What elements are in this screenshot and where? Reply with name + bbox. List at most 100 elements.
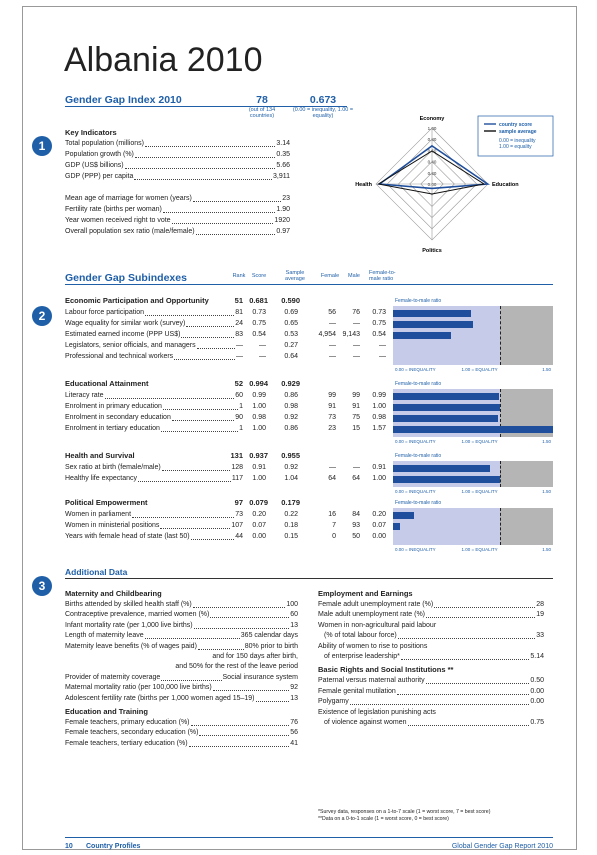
label: Female adult unemployment rate (%): [318, 601, 434, 608]
label: GDP (US$ billions): [65, 162, 124, 169]
cell: 0.75: [252, 320, 266, 327]
indicator-row: Sex ratio at birth (female/male) 128: [65, 463, 243, 473]
leader-dots: [171, 420, 235, 421]
legend-label: sample average: [499, 129, 537, 135]
cell: 84: [352, 511, 360, 518]
leader-dots: [181, 337, 235, 338]
cell: 0.00: [372, 533, 386, 540]
leader-dots: [124, 168, 276, 169]
ratio-panel: [393, 389, 553, 437]
label: Maternal mortality ratio (per 100,000 li…: [65, 684, 212, 692]
indicator-row: GDP (US$ billions) 5.66: [65, 161, 290, 171]
group-rank: 97: [234, 498, 243, 507]
cell: —: [329, 320, 336, 327]
value: —: [236, 353, 243, 360]
indicator-row: Wage equality for similar work (survey) 2…: [65, 319, 243, 329]
leader-dots: [396, 693, 530, 695]
leader-dots: [210, 617, 290, 619]
scale-label: 1.00 = EQUALITY: [461, 439, 498, 444]
label: Female genital mutilation: [318, 687, 396, 695]
additional-title: Additional Data: [65, 567, 128, 577]
label: Male adult unemployment rate (%): [318, 611, 425, 619]
cell: 0.15: [284, 533, 298, 540]
scale-label: 1.50: [542, 367, 551, 372]
cell: 1.00: [252, 425, 266, 432]
value: 100: [286, 601, 298, 608]
group-row: Economic Participation and Opportunity 51: [65, 296, 243, 306]
leader-dots: [145, 315, 235, 316]
cell: —: [353, 353, 360, 360]
label: Overall population sex ratio (male/femal…: [65, 228, 195, 235]
ratio-bar: [393, 475, 500, 483]
leader-dots: [188, 745, 290, 747]
leader-dots: [162, 212, 276, 213]
leader-dots: [104, 398, 235, 399]
equality-line: [499, 389, 501, 437]
indicator-row: Professional and technical workers —: [65, 352, 243, 362]
scale-label: 1.50: [542, 547, 551, 552]
cell: 64: [328, 475, 336, 482]
rule: [65, 106, 347, 107]
cell: —: [259, 342, 266, 349]
cell: 91: [328, 403, 336, 410]
data-row: Female genital mutilation 0.00: [318, 687, 544, 697]
cell: 16: [328, 511, 336, 518]
leader-dots: [144, 638, 240, 640]
cell: 1.04: [284, 475, 298, 482]
ratio-bar: [393, 511, 415, 519]
value: 0.35: [276, 151, 290, 158]
indicator-row: Healthy life expectancy 117: [65, 474, 243, 484]
rule: [65, 284, 553, 285]
column-header: Score: [251, 273, 267, 279]
cell: 4,954: [318, 331, 336, 338]
leader-dots: [425, 683, 530, 685]
scale-label: 1.00 = EQUALITY: [461, 547, 498, 552]
label: Enrolment in tertiary education: [65, 425, 160, 432]
ratio-panel: [393, 306, 553, 365]
leader-dots: [132, 517, 235, 518]
indicator-row: Estimated earned income (PPP US$) 83: [65, 330, 243, 340]
cell: 75: [352, 414, 360, 421]
cell: 1.00: [252, 403, 266, 410]
leader-dots: [161, 679, 222, 681]
cell: 15: [352, 425, 360, 432]
leader-dots: [400, 659, 530, 660]
group-average: 0.955: [281, 451, 300, 460]
ratio-bar: [393, 309, 471, 317]
leader-dots: [174, 359, 235, 360]
cell: 0.98: [372, 414, 386, 421]
indicator-row: Overall population sex ratio (male/femal…: [65, 227, 290, 237]
cell: 1.00: [372, 403, 386, 410]
value: 0.50: [530, 677, 544, 685]
radar-axis-label: Health: [355, 182, 372, 188]
label: Ability of women to rise to positions: [318, 642, 428, 650]
group-score: 0.079: [249, 498, 268, 507]
leader-dots: [193, 627, 290, 629]
data-row: (% of total labour force) 33: [324, 631, 544, 641]
cell: —: [329, 464, 336, 471]
ratio-bar: [393, 522, 401, 530]
equality-line: [499, 461, 501, 487]
subsection-heading: Employment and Earnings: [318, 589, 413, 598]
cell: 0.98: [252, 414, 266, 421]
indicator-row: Legislators, senior officials, and manag…: [65, 341, 243, 351]
cell: —: [353, 342, 360, 349]
leader-dots: [197, 648, 244, 650]
ratio-bar: [393, 403, 500, 411]
cell: 0.20: [372, 511, 386, 518]
cell: 7: [332, 522, 336, 529]
cell: 0.07: [252, 522, 266, 529]
footer-section: Country Profiles: [86, 843, 141, 850]
cell: 0.73: [252, 309, 266, 316]
leader-dots: [192, 607, 286, 608]
cell: 50: [352, 533, 360, 540]
cell: 0.54: [372, 331, 386, 338]
cell: 1.57: [372, 425, 386, 432]
sample-average-line: [377, 150, 486, 195]
leader-dots: [397, 638, 536, 640]
leader-dots: [349, 704, 530, 706]
label: Female teachers, primary education (%): [65, 719, 190, 726]
label: Legislators, senior officials, and manag…: [65, 342, 196, 349]
leader-dots: [212, 690, 290, 692]
data-row: Infant mortality rate (per 1,000 live bi…: [65, 621, 298, 631]
